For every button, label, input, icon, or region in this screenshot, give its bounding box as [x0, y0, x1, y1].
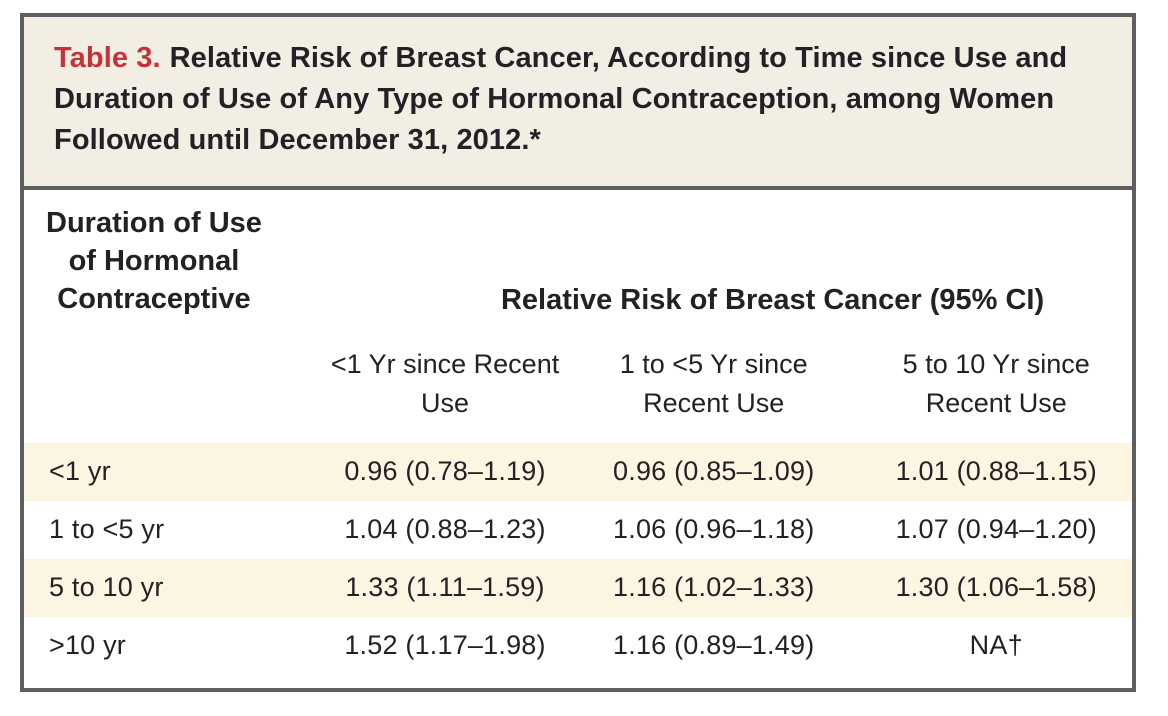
column-header-lt1yr: <1 Yr since Recent Use [330, 349, 560, 418]
table-row: 5 to 10 yr 1.33 (1.11–1.59) 1.16 (1.02–1… [24, 558, 1132, 617]
risk-value: 1.16 (1.02–1.33) [613, 572, 815, 603]
table-caption: Table 3. Relative Risk of Breast Cancer, … [24, 17, 1132, 190]
column-header-1to5yr: 1 to <5 Yr since Recent Use [619, 349, 808, 418]
column-header-5to10yr: 5 to 10 Yr since Recent Use [902, 349, 1090, 418]
risk-value: 1.16 (0.89–1.49) [613, 630, 815, 661]
row-label: <1 yr [49, 456, 111, 487]
risk-value: 1.01 (0.88–1.15) [895, 456, 1097, 487]
row-label: 1 to <5 yr [49, 514, 165, 545]
table-caption-text: Relative Risk of Breast Cancer, Accordin… [54, 42, 1068, 157]
risk-value: 0.96 (0.85–1.09) [613, 456, 815, 487]
column-header-row: <1 Yr since Recent Use 1 to <5 Yr since … [24, 345, 1132, 422]
table-header-row: Duration of Use of Hormonal Contraceptiv… [24, 204, 1132, 319]
risk-value: 1.52 (1.17–1.98) [344, 630, 546, 661]
row-label: >10 yr [49, 630, 126, 661]
table-figure: Table 3. Relative Risk of Breast Cancer, … [20, 13, 1136, 692]
group-header: Relative Risk of Breast Cancer (95% CI) [500, 284, 1045, 317]
risk-value: 1.30 (1.06–1.58) [895, 572, 1097, 603]
table-caption-label: Table 3. [54, 42, 161, 74]
stub-header-cell: Duration of Use of Hormonal Contraceptiv… [24, 204, 323, 319]
table-row: 1 to <5 yr 1.04 (0.88–1.23) 1.06 (0.96–1… [24, 501, 1132, 559]
row-label: 5 to 10 yr [49, 572, 164, 603]
stub-header: Duration of Use of Hormonal Contraceptiv… [46, 206, 262, 316]
table-row: >10 yr 1.52 (1.17–1.98) 1.16 (0.89–1.49)… [24, 617, 1132, 675]
table-row: <1 yr 0.96 (0.78–1.19) 0.96 (0.85–1.09) … [24, 442, 1132, 501]
risk-value: 1.07 (0.94–1.20) [895, 514, 1097, 545]
risk-value na-value: NA† [969, 630, 1023, 661]
risk-value: 0.96 (0.78–1.19) [344, 456, 546, 487]
risk-value: 1.06 (0.96–1.18) [613, 514, 815, 545]
risk-value: 1.33 (1.11–1.59) [345, 572, 545, 603]
risk-value: 1.04 (0.88–1.23) [344, 514, 546, 545]
table-body: Duration of Use of Hormonal Contraceptiv… [24, 190, 1132, 675]
